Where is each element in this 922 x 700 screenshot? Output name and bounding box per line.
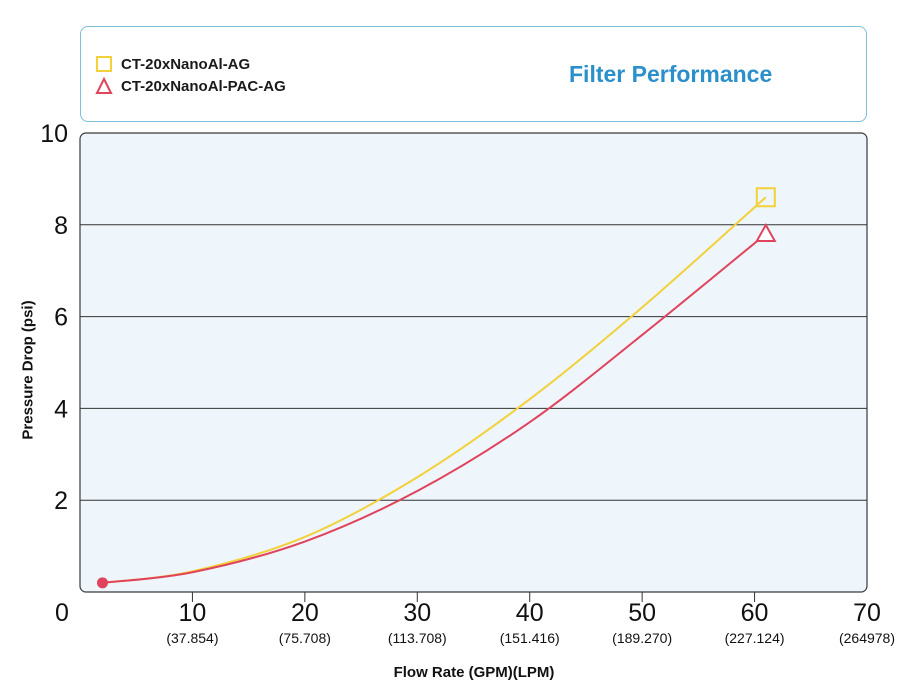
y-tick-label: 6 [54,304,68,332]
x-tick-sublabel: (189.270) [612,630,672,646]
y-tick-label: 4 [54,395,68,423]
x-tick-label: 40 [516,599,544,627]
legend-entry-pac-ag: CT-20xNanoAl-PAC-AG [95,77,286,95]
series-line-2 [102,233,767,584]
legend-entry-ag: CT-20xNanoAl-AG [95,55,250,73]
x-axis-ticks: 0 10 (37.854) 20 (75.708) 30 (113.708) 40 (151.4… [55,592,895,646]
series-end-marker-square [755,187,776,208]
x-tick-label: 0 [55,599,69,627]
x-tick-sublabel: (113.708) [388,630,447,646]
series-line-1 [102,196,767,584]
chart-title: Filter Performance [569,61,773,87]
legend-label-pac-ag: CT-20xNanoAl-PAC-AG [121,77,286,95]
y-tick-label: 8 [54,212,68,240]
legend-square-icon [96,56,112,72]
y-tick-label: 2 [54,487,68,515]
y-tick-label: 10 [40,120,68,148]
x-tick-sublabel: (264978) [839,630,895,646]
y-axis-ticks: 2 4 6 8 10 [40,120,68,515]
series-group [96,187,777,589]
series-end-marker-triangle [755,222,777,242]
x-tick-label: 10 [179,599,207,627]
x-tick-label: 70 [853,599,881,627]
x-tick-label: 30 [403,599,431,627]
x-tick-sublabel: (75.708) [279,630,331,646]
plot-area [79,132,868,593]
series-start-point [96,577,108,589]
legend-triangle-icon [95,77,113,94]
x-tick-label: 60 [741,599,769,627]
x-tick-sublabel: (37.854) [166,630,218,646]
legend-label-ag: CT-20xNanoAl-AG [121,55,251,73]
y-axis-label: Pressure Drop (psi) [19,300,37,440]
x-tick-sublabel: (151.416) [500,630,560,646]
x-tick-sublabel: (227.124) [725,630,785,646]
legend-box: CT-20xNanoAl-AG CT-20xNanoAl-PAC-AG Filt… [80,26,867,122]
x-tick-label: 20 [291,599,319,627]
x-axis-label: Flow Rate (GPM)(LPM) [393,664,555,681]
x-tick-label: 50 [628,599,656,627]
